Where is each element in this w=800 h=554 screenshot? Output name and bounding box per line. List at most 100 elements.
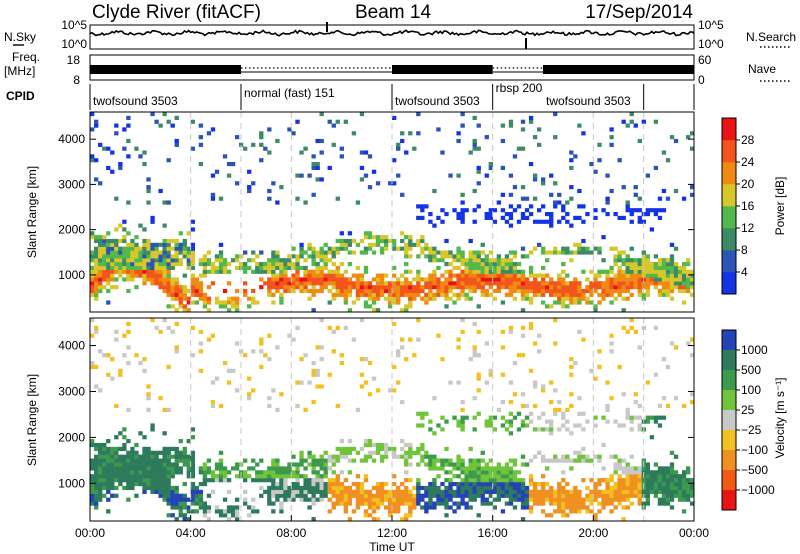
- power-cell: [512, 154, 518, 159]
- power-cell: [645, 173, 651, 178]
- freq-label-line2: [MHz]: [4, 64, 35, 78]
- power-cell: [210, 269, 216, 274]
- power-cell: [472, 208, 477, 213]
- power-cell: [371, 169, 377, 174]
- velocity-cell: [681, 497, 687, 502]
- velocity-cell: [649, 478, 655, 483]
- velocity-cell: [375, 446, 381, 452]
- power-cell: [633, 258, 638, 263]
- velocity-cell: [186, 462, 191, 467]
- velocity-cell: [98, 450, 103, 455]
- noise-right-tick-bottom: 10^0: [698, 37, 724, 51]
- power-cell: [134, 242, 139, 247]
- velocity-cell: [392, 446, 397, 452]
- power-cell: [98, 254, 103, 259]
- velocity-cell: [182, 450, 187, 455]
- power-cell: [500, 258, 506, 263]
- power-cell: [178, 285, 183, 290]
- velocity-cell: [436, 458, 441, 463]
- velocity-cell: [150, 485, 155, 491]
- velocity-cell: [681, 493, 687, 498]
- velocity-cell: [532, 489, 538, 494]
- power-cell: [416, 131, 421, 136]
- power-cell: [528, 204, 534, 209]
- velocity-cell: [629, 481, 634, 487]
- power-cell: [661, 285, 667, 290]
- power-cell: [251, 296, 256, 301]
- power-cell: [500, 138, 506, 144]
- velocity-cell: [492, 489, 497, 494]
- power-cell: [130, 250, 135, 255]
- power-cell: [532, 196, 538, 201]
- velocity-cell: [565, 501, 570, 506]
- power-cell: [480, 285, 485, 290]
- power-cell: [251, 300, 256, 305]
- power-cell: [327, 246, 332, 251]
- power-cell: [484, 215, 489, 220]
- velocity-cell: [106, 372, 111, 377]
- velocity-cell: [488, 501, 493, 506]
- velocity-cell: [440, 466, 445, 471]
- velocity-cell: [371, 442, 377, 448]
- velocity-cell: [106, 485, 111, 491]
- velocity-cell: [170, 497, 175, 502]
- power-cell: [621, 308, 626, 312]
- power-cell: [492, 277, 497, 282]
- velocity-cell: [561, 513, 566, 518]
- power-cell: [689, 131, 694, 136]
- power-cell: [90, 269, 95, 274]
- velocity-cell: [375, 489, 381, 494]
- cpid-mode-label: twofsound 3503: [546, 94, 631, 108]
- velocity-cell: [331, 458, 336, 463]
- power-cell: [500, 208, 506, 213]
- power-cell: [295, 281, 300, 286]
- power-cell: [549, 212, 554, 217]
- velocity-cell: [311, 454, 316, 459]
- power-cell: [540, 285, 546, 290]
- power-cell: [102, 254, 107, 259]
- cpid-mode-label: twofsound 3503: [395, 94, 480, 108]
- velocity-cell: [146, 466, 151, 471]
- velocity-cell: [263, 474, 268, 479]
- velocity-cell: [472, 493, 477, 498]
- power-cell: [577, 281, 582, 286]
- velocity-cell: [524, 485, 530, 491]
- velocity-cell: [621, 470, 626, 475]
- velocity-cell: [110, 493, 115, 498]
- velocity-cell: [327, 481, 332, 487]
- velocity-cell: [166, 513, 171, 518]
- velocity-cell: [126, 481, 131, 487]
- power-cell: [577, 215, 582, 220]
- velocity-cell: [158, 450, 163, 455]
- power-cell: [496, 281, 502, 286]
- velocity-cell: [613, 489, 618, 494]
- power-cell: [279, 273, 284, 278]
- velocity-cell: [625, 329, 630, 334]
- velocity-cell: [367, 454, 373, 459]
- power-cell: [130, 273, 135, 278]
- velocity-cell: [625, 481, 630, 487]
- velocity-cell: [420, 442, 425, 448]
- power-cell: [561, 204, 566, 209]
- velocity-cell: [460, 407, 465, 412]
- velocity-cell: [130, 478, 135, 483]
- power-cell: [416, 269, 421, 274]
- velocity-cell: [166, 466, 171, 471]
- velocity-cell: [166, 497, 171, 502]
- velocity-cell: [649, 470, 655, 475]
- power-cell: [404, 269, 409, 274]
- velocity-cell: [319, 345, 324, 350]
- power-cell: [323, 258, 328, 263]
- velocity-cell: [444, 478, 449, 483]
- velocity-cell: [448, 458, 453, 463]
- velocity-cell: [641, 489, 646, 494]
- velocity-cell: [601, 415, 606, 420]
- power-cell: [601, 292, 606, 297]
- power-cell: [142, 281, 147, 286]
- velocity-cell: [339, 485, 344, 491]
- power-cell: [279, 281, 284, 286]
- power-cell: [480, 269, 485, 274]
- velocity-cell: [182, 446, 187, 452]
- power-cell: [448, 296, 453, 301]
- power-cell: [299, 246, 304, 251]
